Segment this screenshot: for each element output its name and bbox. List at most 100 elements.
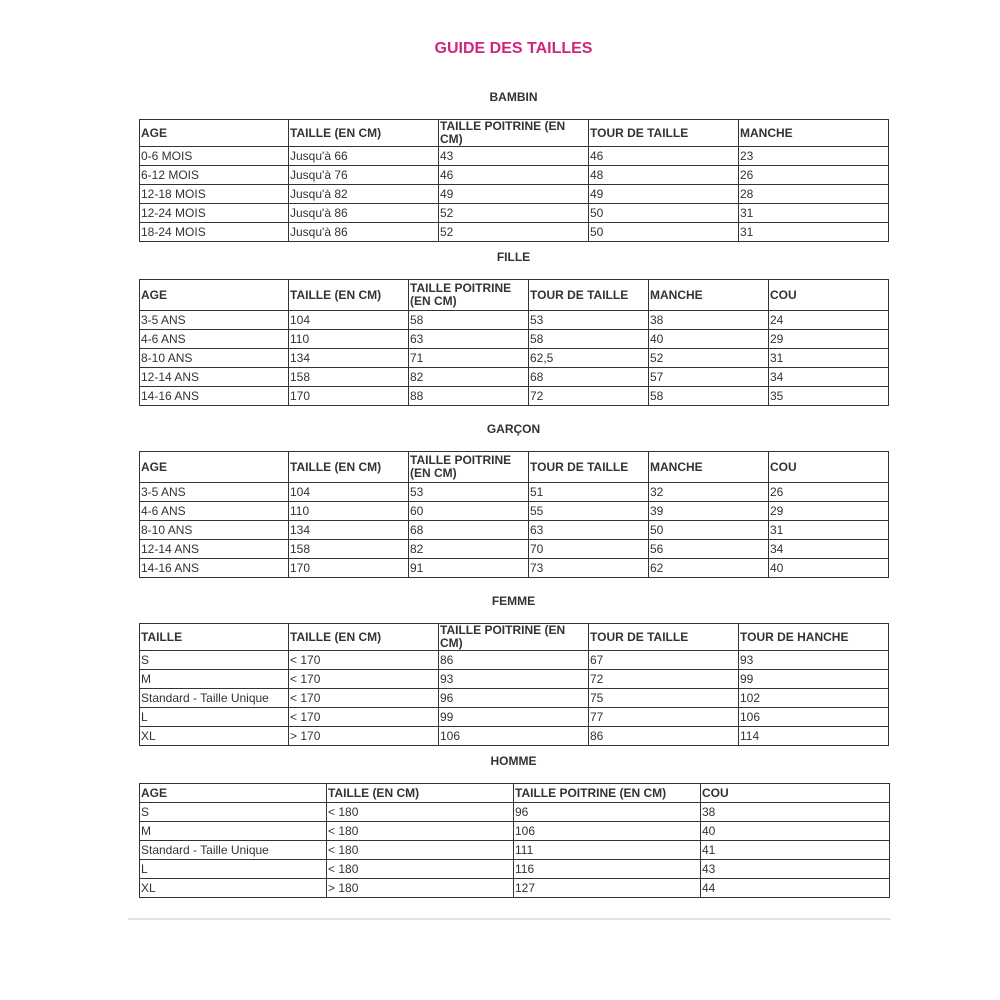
table-cell: 49 xyxy=(588,184,739,204)
table-cell: 106 xyxy=(513,821,701,841)
table-row: 8-10 ANS 134 71 62,5 52 31 xyxy=(139,348,889,368)
table-cell: 32 xyxy=(648,482,769,502)
table-cell: 62 xyxy=(648,558,769,578)
table-cell: 102 xyxy=(738,688,889,708)
column-header: TOUR DE TAILLE xyxy=(588,623,739,651)
table-row: S < 180 96 38 xyxy=(139,802,890,822)
table-cell: 8-10 ANS xyxy=(139,348,289,368)
table-header-row: AGE TAILLE (EN CM) TAILLE POITRINE (EN CM)… xyxy=(139,279,889,311)
table-cell: 96 xyxy=(438,688,589,708)
table-cell: L xyxy=(139,707,289,727)
table-cell: 116 xyxy=(513,859,701,879)
table-cell: 127 xyxy=(513,878,701,898)
table-cell: 77 xyxy=(588,707,739,727)
table-cell: 63 xyxy=(528,520,649,540)
table-cell: 3-5 ANS xyxy=(139,482,289,502)
table-row: 12-18 MOIS Jusqu'à 82 49 49 28 xyxy=(139,184,889,204)
table-cell: 56 xyxy=(648,539,769,559)
table-cell: < 170 xyxy=(288,669,439,689)
table-cell: 12-14 ANS xyxy=(139,367,289,387)
table-cell: 53 xyxy=(408,482,529,502)
table-cell: 72 xyxy=(528,386,649,406)
table-cell: M xyxy=(139,821,327,841)
table-cell: 0-6 MOIS xyxy=(139,146,289,166)
table-cell: 170 xyxy=(288,558,409,578)
table-cell: 72 xyxy=(588,669,739,689)
table-cell: 31 xyxy=(768,520,889,540)
column-header: TAILLE POITRINE (EN CM) xyxy=(438,623,589,651)
table-cell: 34 xyxy=(768,539,889,559)
table-cell: < 180 xyxy=(326,802,514,822)
column-header: TOUR DE TAILLE xyxy=(588,119,739,147)
table-cell: < 180 xyxy=(326,859,514,879)
table-cell: 82 xyxy=(408,539,529,559)
table-cell: 52 xyxy=(648,348,769,368)
table-row: M < 180 106 40 xyxy=(139,821,890,841)
table-cell: 24 xyxy=(768,310,889,330)
table-cell: 3-5 ANS xyxy=(139,310,289,330)
table-cell: < 170 xyxy=(288,650,439,670)
table-row: XL > 180 127 44 xyxy=(139,878,890,898)
size-table-bambin: AGE TAILLE (EN CM) TAILLE POITRINE (EN CM)… xyxy=(139,119,889,242)
column-header: TAILLE POITRINE (EN CM) xyxy=(408,279,529,311)
table-row: 18-24 MOIS Jusqu'à 86 52 50 31 xyxy=(139,222,889,242)
section-title-bambin: BAMBIN xyxy=(489,90,538,104)
table-row: 14-16 ANS 170 88 72 58 35 xyxy=(139,386,889,406)
table-header-row: TAILLE TAILLE (EN CM) TAILLE POITRINE (EN … xyxy=(139,623,889,651)
column-header: AGE xyxy=(139,783,327,803)
table-cell: 134 xyxy=(288,348,409,368)
table-cell: Jusqu'à 82 xyxy=(288,184,439,204)
table-row: 12-24 MOIS Jusqu'à 86 52 50 31 xyxy=(139,203,889,223)
table-cell: 68 xyxy=(528,367,649,387)
section-title-fille: FILLE xyxy=(496,250,531,264)
table-cell: 46 xyxy=(438,165,589,185)
table-cell: 14-16 ANS xyxy=(139,558,289,578)
table-cell: 18-24 MOIS xyxy=(139,222,289,242)
table-cell: 40 xyxy=(768,558,889,578)
table-cell: 86 xyxy=(588,726,739,746)
table-row: 14-16 ANS 170 91 73 62 40 xyxy=(139,558,889,578)
table-cell: 52 xyxy=(438,203,589,223)
table-cell: > 180 xyxy=(326,878,514,898)
table-cell: 51 xyxy=(528,482,649,502)
table-cell: 39 xyxy=(648,501,769,521)
column-header: COU xyxy=(768,451,889,483)
table-row: 12-14 ANS 158 82 68 57 34 xyxy=(139,367,889,387)
table-cell: < 170 xyxy=(288,707,439,727)
column-header: TAILLE POITRINE (EN CM) xyxy=(438,119,589,147)
section-title-garcon: GARÇON xyxy=(486,422,541,436)
table-cell: 106 xyxy=(738,707,889,727)
column-header: MANCHE xyxy=(648,279,769,311)
column-header: TAILLE (EN CM) xyxy=(288,451,409,483)
table-cell: 48 xyxy=(588,165,739,185)
column-header: TAILLE POITRINE (EN CM) xyxy=(408,451,529,483)
table-row: 4-6 ANS 110 63 58 40 29 xyxy=(139,329,889,349)
table-row: S < 170 86 67 93 xyxy=(139,650,889,670)
table-cell: 52 xyxy=(438,222,589,242)
column-header: MANCHE xyxy=(738,119,889,147)
size-table-fille: AGE TAILLE (EN CM) TAILLE POITRINE (EN CM)… xyxy=(139,279,889,406)
section-title-homme: HOMME xyxy=(490,754,537,768)
column-header: TAILLE (EN CM) xyxy=(326,783,514,803)
table-cell: 46 xyxy=(588,146,739,166)
table-cell: 73 xyxy=(528,558,649,578)
table-cell: 26 xyxy=(768,482,889,502)
table-row: 12-14 ANS 158 82 70 56 34 xyxy=(139,539,889,559)
column-header: TAILLE (EN CM) xyxy=(288,119,439,147)
table-cell: 12-24 MOIS xyxy=(139,203,289,223)
table-row: 8-10 ANS 134 68 63 50 31 xyxy=(139,520,889,540)
table-cell: 53 xyxy=(528,310,649,330)
table-cell: 31 xyxy=(768,348,889,368)
section-title-femme: FEMME xyxy=(491,594,536,608)
table-row: Standard - Taille Unique < 180 111 41 xyxy=(139,840,890,860)
table-cell: 93 xyxy=(438,669,589,689)
table-cell: 50 xyxy=(588,222,739,242)
table-cell: 6-12 MOIS xyxy=(139,165,289,185)
table-header-row: AGE TAILLE (EN CM) TAILLE POITRINE (EN CM)… xyxy=(139,783,890,803)
table-cell: Jusqu'à 86 xyxy=(288,203,439,223)
table-cell: 58 xyxy=(408,310,529,330)
table-row: 6-12 MOIS Jusqu'à 76 46 48 26 xyxy=(139,165,889,185)
table-cell: XL xyxy=(139,878,327,898)
table-cell: M xyxy=(139,669,289,689)
column-header: COU xyxy=(700,783,890,803)
